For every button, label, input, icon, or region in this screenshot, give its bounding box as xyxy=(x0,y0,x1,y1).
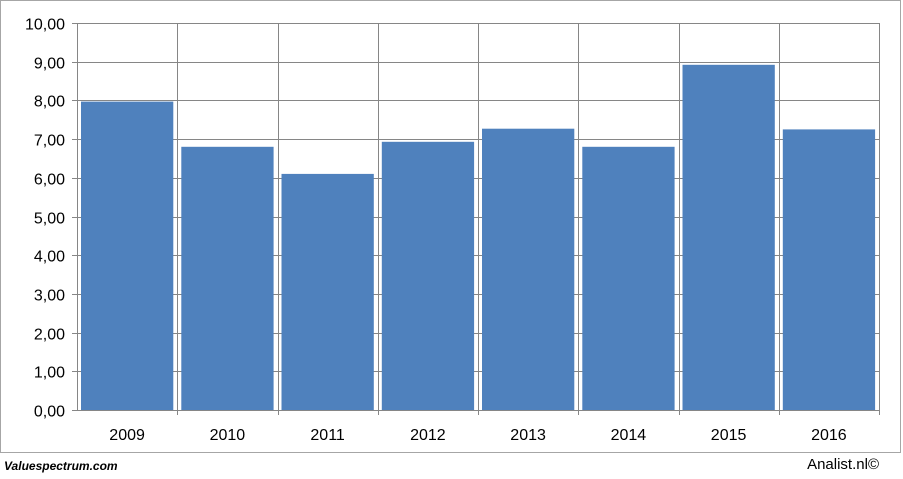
y-tick-label: 10,00 xyxy=(25,17,65,34)
x-tick-label-2015: 2015 xyxy=(711,427,747,444)
y-tick-label: 5,00 xyxy=(34,211,65,228)
x-tick-label-2011: 2011 xyxy=(310,427,345,444)
x-tick-label-2014: 2014 xyxy=(611,427,647,444)
bar-2015 xyxy=(682,64,775,411)
bar-2012 xyxy=(381,141,475,411)
bar-2016 xyxy=(782,129,876,410)
bar-2009 xyxy=(81,101,174,410)
bar-chart: 0,00 1,00 2,00 3,00 4,00 5,00 6,00 7,00 8,00 9,00… xyxy=(25,17,880,444)
y-tick-label: 8,00 xyxy=(34,94,65,111)
bars xyxy=(81,64,876,411)
x-tick-label-2013: 2013 xyxy=(510,427,546,444)
y-tick-labels: 0,00 1,00 2,00 3,00 4,00 5,00 6,00 7,00 8,00 9,00… xyxy=(25,17,65,421)
y-tick-label: 2,00 xyxy=(34,327,65,344)
source-left: Valuespectrum.com xyxy=(4,459,118,473)
y-tick-label: 6,00 xyxy=(34,172,65,189)
bar-2013 xyxy=(482,128,575,410)
source-right: Analist.nl© xyxy=(807,456,879,473)
x-tick-label-2010: 2010 xyxy=(210,427,246,444)
y-tick-label: 3,00 xyxy=(34,288,65,305)
x-tick-labels: 2009 2010 2011 2012 2013 2014 2015 2016 xyxy=(109,427,846,444)
y-tick-label: 0,00 xyxy=(34,404,65,421)
x-tick-label-2012: 2012 xyxy=(410,427,446,444)
y-tick-label: 1,00 xyxy=(34,365,65,382)
axes xyxy=(72,23,880,415)
y-tick-label: 9,00 xyxy=(34,56,65,73)
y-tick-label: 7,00 xyxy=(34,133,65,150)
x-tick-label-2009: 2009 xyxy=(109,427,145,444)
bar-2011 xyxy=(281,173,374,410)
bar-2010 xyxy=(181,146,274,411)
bar-2014 xyxy=(582,146,675,411)
x-tick-label-2016: 2016 xyxy=(811,427,847,444)
y-tick-label: 4,00 xyxy=(34,249,65,266)
